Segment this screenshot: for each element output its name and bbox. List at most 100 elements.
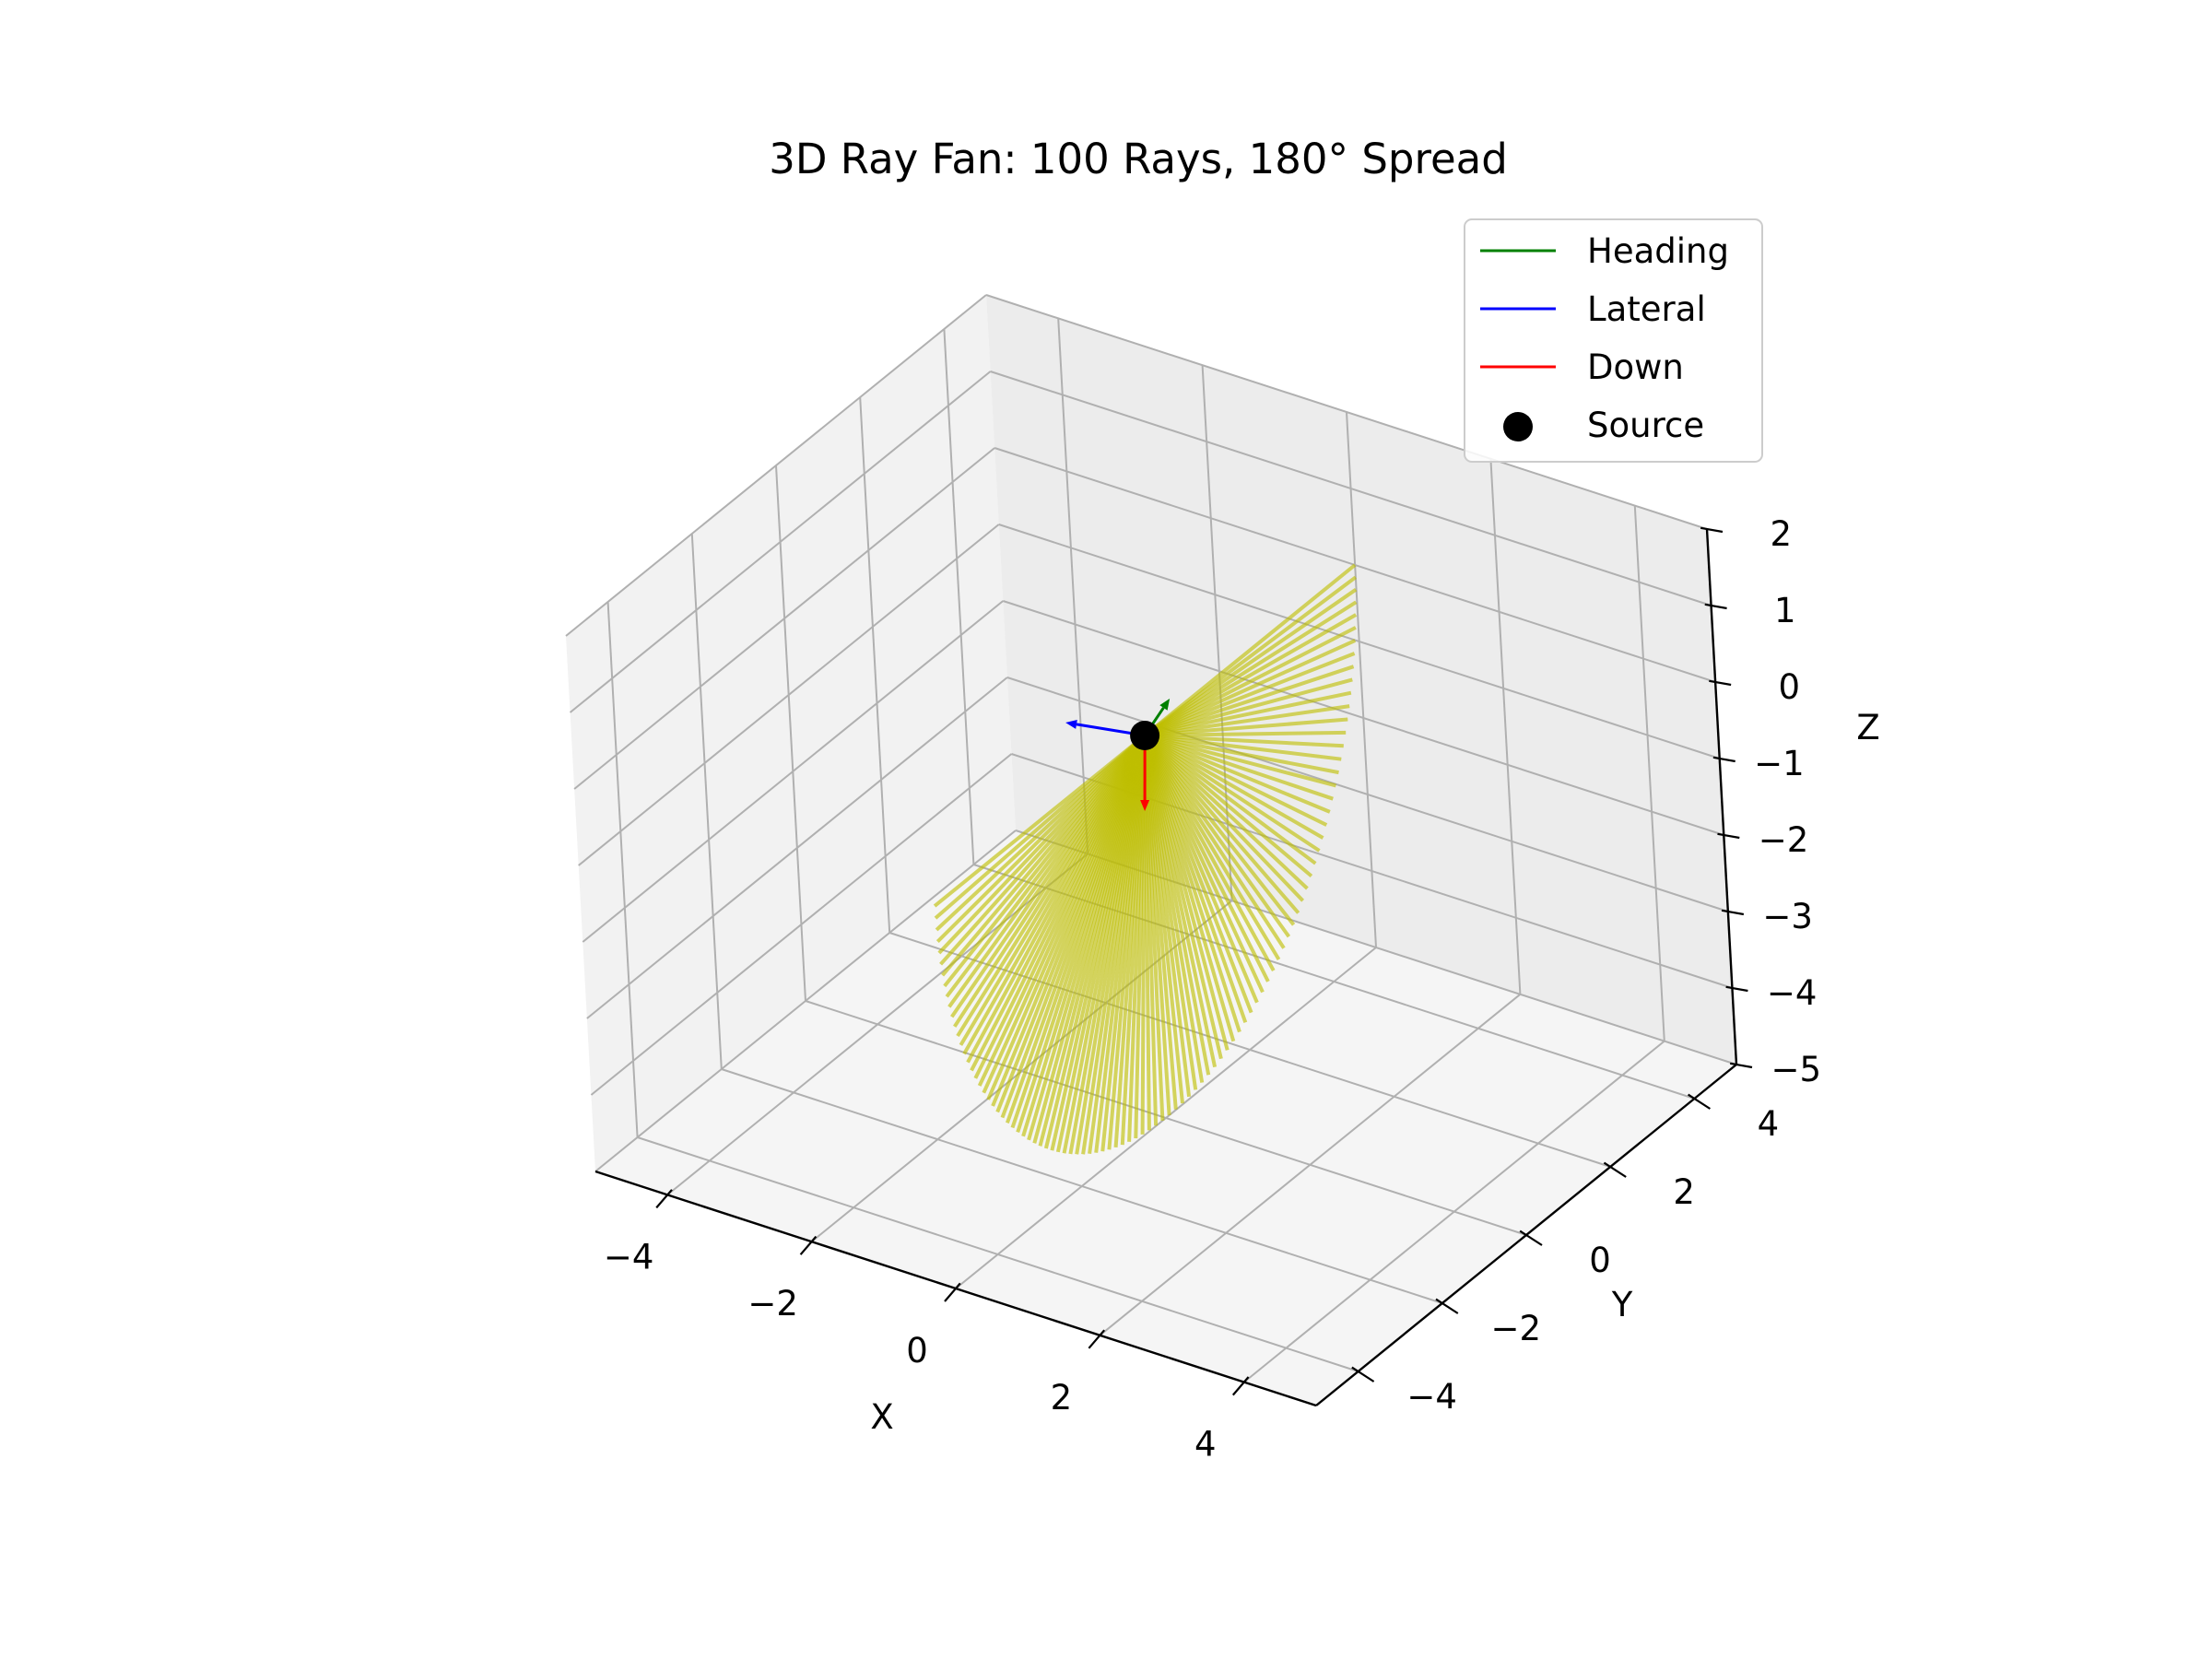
gridline-y-wall	[690, 533, 723, 1070]
z-axis-label: Z	[1856, 708, 1879, 747]
x-tick-mark	[799, 1235, 818, 1255]
y-tick-mark	[1603, 1161, 1627, 1178]
z-tick-label: −1	[1754, 744, 1805, 783]
ray	[1144, 734, 1324, 840]
heading-vector-head	[1159, 699, 1171, 711]
z-tick-mark	[1709, 679, 1732, 687]
ray	[1143, 734, 1317, 865]
gridline-z-xwall	[565, 294, 987, 637]
z-tick-mark	[1704, 603, 1727, 610]
y-tick-mark	[1519, 1230, 1543, 1246]
ray	[1144, 665, 1355, 737]
down-vector-head	[1140, 800, 1150, 811]
z-tick-mark	[1700, 526, 1724, 534]
ray	[1144, 690, 1352, 737]
x-axis-label: X	[870, 1397, 893, 1437]
z-tick-label: 0	[1779, 667, 1801, 707]
axes-grid	[565, 294, 1737, 1383]
ray	[1144, 734, 1342, 761]
ray	[1143, 563, 1357, 737]
gridline-z-ywall	[1006, 677, 1729, 912]
gridline-x-wall	[1346, 411, 1377, 948]
legend-label-lateral: Lateral	[1587, 289, 1706, 329]
z-tick-label: −3	[1762, 897, 1813, 936]
z-tick-mark	[1712, 756, 1735, 763]
gridline-y-wall	[775, 465, 806, 1002]
ray	[1144, 639, 1357, 737]
gridline-z-xwall	[582, 600, 1004, 943]
source-point	[1130, 721, 1160, 750]
y-axis-label: Y	[1611, 1285, 1633, 1324]
legend-label-source: Source	[1587, 406, 1704, 445]
ray	[1145, 730, 1347, 737]
source-group	[1130, 721, 1160, 750]
gridline-x-wall	[1057, 318, 1089, 854]
z-tick-label: 1	[1774, 591, 1796, 630]
z-tick-mark	[1717, 832, 1740, 840]
legend: Heading Lateral Down Source	[1464, 218, 1763, 463]
ray	[1144, 652, 1356, 737]
gridline-z-xwall	[586, 677, 1008, 1019]
gridline-z-xwall	[573, 447, 995, 790]
ray	[1144, 734, 1337, 788]
gridline-y-floor	[721, 1068, 1443, 1304]
gridline-z-xwall	[578, 524, 1000, 866]
ray	[1144, 734, 1344, 748]
ray	[1144, 734, 1339, 775]
z-tick-mark	[1721, 909, 1745, 916]
y-tick-mark	[1688, 1093, 1711, 1110]
x-tick-label: 2	[1051, 1378, 1073, 1418]
legend-label-down: Down	[1587, 347, 1684, 387]
y-tick-label: 2	[1673, 1172, 1695, 1212]
ray	[1143, 734, 1300, 914]
gridline-y-floor	[637, 1136, 1359, 1372]
ray	[1144, 734, 1331, 814]
ray	[1144, 734, 1334, 801]
ray	[1143, 734, 1305, 902]
gridline-z-ywall	[985, 294, 1708, 530]
gridline-x-wall	[1489, 458, 1522, 994]
z-tick-label: −5	[1771, 1050, 1821, 1089]
legend-label-heading: Heading	[1587, 231, 1729, 271]
x-tick-label: 0	[906, 1331, 928, 1371]
z-axis-line	[1705, 528, 1738, 1065]
lateral-vector-head	[1065, 720, 1077, 729]
x-tick-mark	[944, 1282, 961, 1302]
legend-frame	[1464, 218, 1763, 463]
gridline-y-wall	[943, 328, 975, 865]
ray-fan	[933, 563, 1358, 1155]
ray	[1144, 677, 1353, 737]
ray	[1144, 704, 1350, 737]
ray	[1143, 734, 1321, 853]
gridline-z-ywall	[998, 524, 1721, 759]
y-tick-label: −2	[1491, 1309, 1542, 1348]
ray	[1143, 734, 1309, 890]
z-tick-mark	[1725, 985, 1748, 993]
z-tick-label: 2	[1770, 514, 1792, 554]
ray	[1144, 717, 1348, 737]
gridline-y-wall	[859, 396, 891, 934]
y-tick-mark	[1351, 1366, 1375, 1382]
y-tick-label: 4	[1758, 1104, 1780, 1144]
chart-title: 3D Ray Fan: 100 Rays, 180° Spread	[769, 135, 1508, 183]
x-tick-mark	[1088, 1329, 1106, 1349]
x-tick-label: −4	[604, 1237, 654, 1277]
gridline-y-wall	[606, 601, 639, 1138]
z-tick-label: −4	[1767, 973, 1818, 1013]
ray	[1143, 734, 1296, 926]
axes-ticks: −4 −2 0 2 4 −4 −2 0 2 4 −5 −4 −3 −2 −1 0 1 2	[604, 514, 1821, 1465]
legend-swatch-source	[1503, 412, 1533, 441]
ray	[1143, 734, 1313, 878]
z-tick-label: −2	[1759, 820, 1809, 860]
gridline-x-wall	[1633, 505, 1665, 1041]
z-tick-mark	[1730, 1062, 1753, 1069]
y-tick-label: 0	[1589, 1241, 1611, 1280]
gridline-z-ywall	[990, 371, 1712, 606]
y-tick-label: −4	[1406, 1377, 1457, 1417]
gridline-z-ywall	[1002, 600, 1724, 836]
x-tick-label: 4	[1194, 1425, 1217, 1465]
gridline-z-ywall	[994, 447, 1716, 683]
gridline-y-floor	[805, 1000, 1527, 1236]
ray	[1144, 734, 1328, 827]
